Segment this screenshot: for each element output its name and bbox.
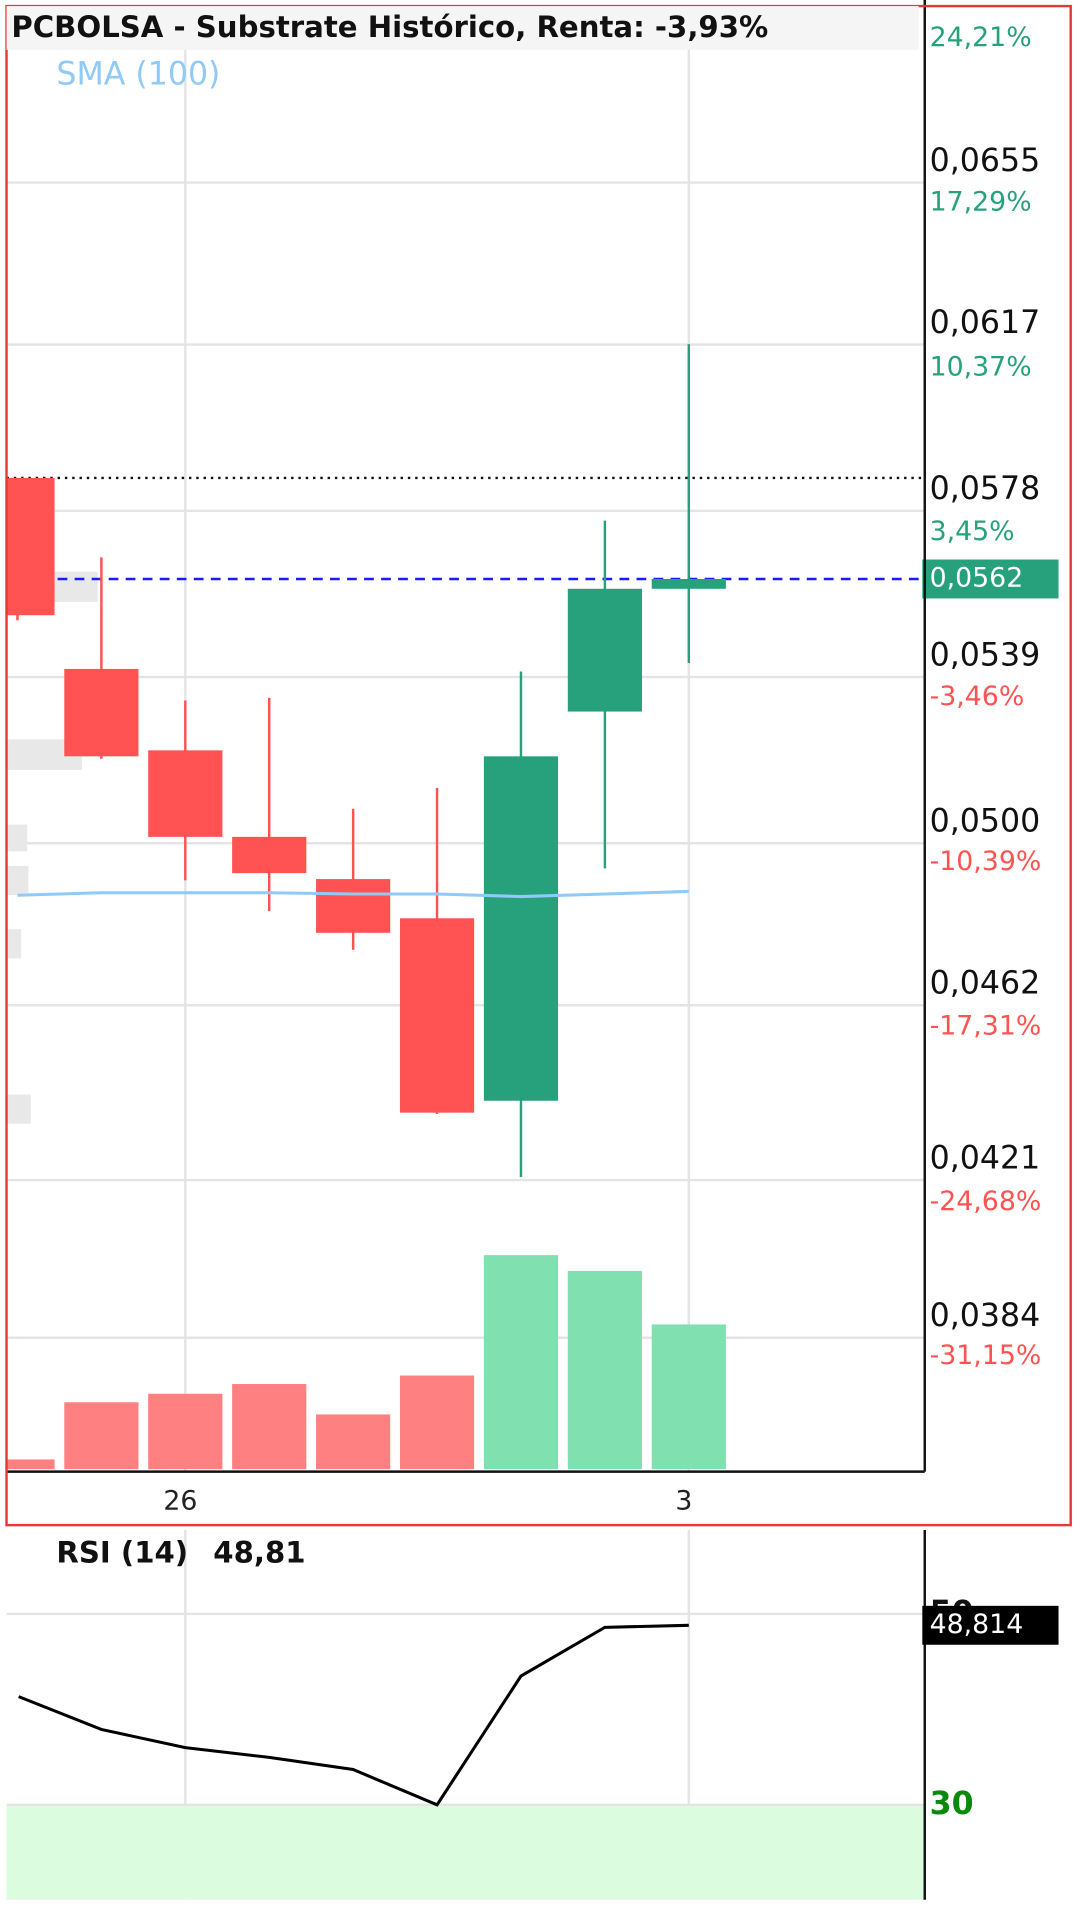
volume-bar [6,1459,55,1470]
candle-body [148,750,223,837]
sma-line [17,889,689,899]
y2-tick-label: -3,46% [930,681,1025,712]
x-tick-label: 3 [675,1486,692,1517]
title-bg [6,6,919,50]
y2-tick-label: -17,31% [930,1011,1042,1042]
y2-tick-label: -31,15% [930,1340,1042,1371]
volume-bar [483,1255,559,1470]
y2-tick-label: -24,68% [930,1186,1042,1217]
y-tick-label: 0,0462 [930,966,1041,1002]
candle-body [567,588,642,712]
candle-body [651,578,726,589]
y-tick-label: 0,0421 [930,1140,1041,1176]
candle-body [483,756,559,1101]
candle-body [316,879,391,933]
y-tick-label: 0,0539 [930,637,1041,673]
candle-body [399,918,475,1113]
y2-tick-label: 17,29% [930,187,1032,218]
volume-bar [567,1270,642,1470]
rsi-value: 48,81 [213,1535,305,1569]
rsi-current-label: 48,814 [930,1609,1024,1640]
rsi-current-box [922,1605,1059,1645]
y2-tick-label: -10,39% [930,846,1042,877]
x-tick-label: 26 [163,1486,197,1517]
legend-entry: SMA (100) [56,56,220,92]
y2-tick-label: 3,45% [930,516,1015,547]
candle-body [232,836,307,874]
y-tick-label: 0,0617 [930,305,1041,341]
y2-tick-label: 10,37% [930,351,1032,382]
volume-bar [651,1324,726,1470]
last-price-box [922,559,1059,599]
volume-bar [232,1384,307,1470]
y-tick-label: 0,0384 [930,1298,1041,1334]
candle-body [64,668,139,757]
last-price-label: 0,0562 [930,562,1024,593]
volume-bar [316,1414,391,1470]
candle-body [6,477,55,616]
y-tick-label: 0,0655 [930,143,1041,179]
y-tick-label: 0,0578 [930,471,1041,507]
chart-title: PCBOLSA - Substrate Histórico, Renta: -3… [11,10,768,44]
volume-bar [399,1375,475,1470]
rsi-title: RSI (14) [56,1535,188,1569]
y2-tick-label: 24,21% [930,22,1032,53]
volume-bar [64,1402,139,1470]
volume-bar [148,1393,223,1470]
oversold-zone [6,1804,925,1900]
volume-profile [6,571,98,1124]
rsi-tick-label: 30 [930,1786,974,1822]
rsi-line [18,1623,689,1807]
y-tick-label: 0,0500 [930,804,1041,840]
